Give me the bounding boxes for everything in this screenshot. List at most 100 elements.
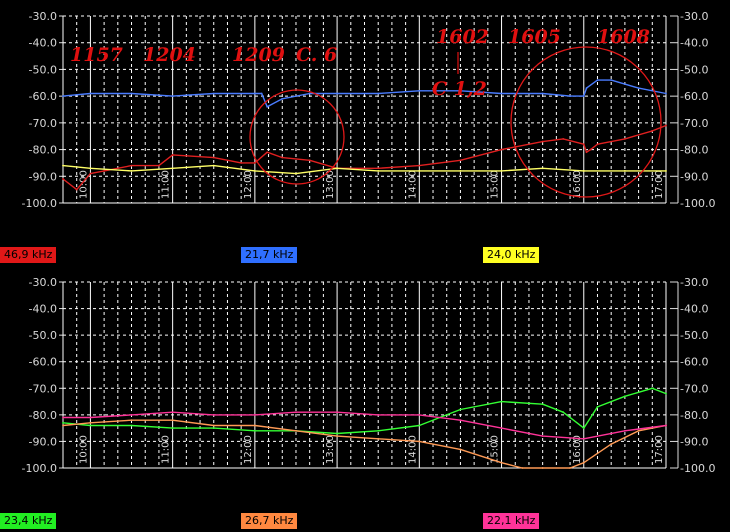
data-point	[266, 105, 269, 108]
handwritten-annotation: C 1,2	[432, 78, 487, 100]
data-point	[253, 413, 256, 416]
data-point	[75, 188, 78, 191]
data-point	[253, 162, 256, 164]
x-tick-label: 14:00	[407, 435, 418, 464]
data-point	[377, 437, 380, 440]
data-point	[130, 92, 133, 95]
data-point	[377, 167, 380, 170]
data-point	[212, 413, 215, 416]
data-point	[253, 424, 256, 427]
data-point	[377, 413, 380, 416]
data-point	[418, 170, 421, 172]
y-tick-label-right: -70.0	[680, 382, 708, 395]
data-point	[582, 143, 585, 146]
event-circle-1605	[510, 46, 662, 198]
x-tick-label: 13:00	[325, 170, 336, 199]
data-point	[459, 159, 462, 162]
data-point	[541, 435, 544, 438]
data-point	[541, 92, 544, 95]
data-point	[651, 129, 654, 132]
event-circle-1209	[249, 89, 345, 185]
data-point	[89, 424, 92, 427]
data-point	[623, 429, 626, 432]
data-point	[130, 170, 133, 172]
data-point	[253, 92, 256, 95]
data-point	[541, 167, 544, 170]
data-point	[459, 408, 462, 411]
data-point	[418, 89, 421, 92]
y-tick-label-left: -50.0	[29, 329, 57, 342]
data-point	[336, 432, 338, 435]
data-point	[569, 467, 571, 469]
data-point	[212, 427, 215, 430]
data-point	[562, 137, 565, 140]
data-point	[569, 95, 571, 98]
data-point	[158, 164, 160, 167]
x-tick-label: 10:00	[78, 435, 89, 464]
y-tick-label-right: -90.0	[680, 435, 708, 448]
data-point	[582, 461, 585, 464]
data-point	[377, 92, 380, 95]
data-point	[130, 419, 133, 422]
x-tick-label: 17:00	[654, 170, 665, 199]
y-tick-label-left: -60.0	[29, 356, 57, 369]
data-point	[212, 156, 215, 159]
x-tick-label: 13:00	[325, 435, 336, 464]
data-point	[266, 151, 269, 154]
data-point	[171, 167, 174, 170]
data-point	[459, 448, 462, 451]
data-point	[281, 156, 284, 159]
chart-panel-top: -30.0 -30.0 -40.0 -40.0 -50.0 -50.0 -60.0 -60.0…	[22, 10, 716, 210]
y-tick-label-right: -40.0	[680, 303, 708, 316]
data-point	[336, 92, 338, 95]
y-tick-label-left: -30.0	[29, 276, 57, 289]
data-point	[665, 424, 667, 427]
data-point	[253, 170, 256, 172]
data-point	[377, 170, 380, 172]
data-point	[295, 429, 297, 432]
data-point	[500, 148, 503, 151]
data-point	[623, 395, 626, 398]
y-tick-label-right: -70.0	[680, 117, 708, 130]
series-line-24-0-khz	[62, 164, 666, 175]
data-point	[665, 124, 667, 127]
data-point	[171, 411, 174, 414]
y-tick-label-left: -90.0	[29, 435, 57, 448]
data-point	[336, 411, 338, 414]
y-tick-label-left: -40.0	[29, 37, 57, 50]
y-tick-label-left: -80.0	[29, 144, 57, 157]
x-tick-label: 16:00	[572, 435, 583, 464]
data-point	[89, 172, 92, 175]
data-point	[240, 162, 243, 164]
y-tick-label-right: -90.0	[680, 170, 708, 183]
data-point	[665, 170, 667, 172]
data-point	[500, 461, 503, 464]
data-point	[212, 92, 215, 95]
x-tick-label: 11:00	[161, 435, 172, 464]
y-tick-label-right: -60.0	[680, 356, 708, 369]
data-point	[623, 170, 626, 172]
data-point	[585, 151, 588, 154]
handwritten-annotation: C. 6	[296, 44, 337, 66]
data-point	[651, 387, 654, 390]
y-tick-label-left: -70.0	[29, 382, 57, 395]
data-point	[500, 92, 503, 95]
data-point	[582, 170, 585, 172]
x-tick-label: 16:00	[572, 170, 583, 199]
x-tick-label: 17:00	[654, 435, 665, 464]
data-point	[665, 92, 667, 95]
data-point	[585, 87, 588, 90]
data-point	[62, 421, 64, 424]
data-point	[418, 413, 421, 416]
x-tick-label: 10:00	[78, 170, 89, 199]
data-point	[308, 159, 311, 162]
data-point	[281, 97, 284, 100]
data-point	[562, 411, 565, 414]
data-point	[418, 164, 421, 167]
data-point	[308, 92, 311, 95]
y-tick-label-right: -60.0	[680, 90, 708, 103]
y-tick-label-right: -30.0	[680, 10, 708, 23]
data-point	[260, 92, 263, 95]
y-tick-label-left: -100.0	[22, 462, 57, 475]
